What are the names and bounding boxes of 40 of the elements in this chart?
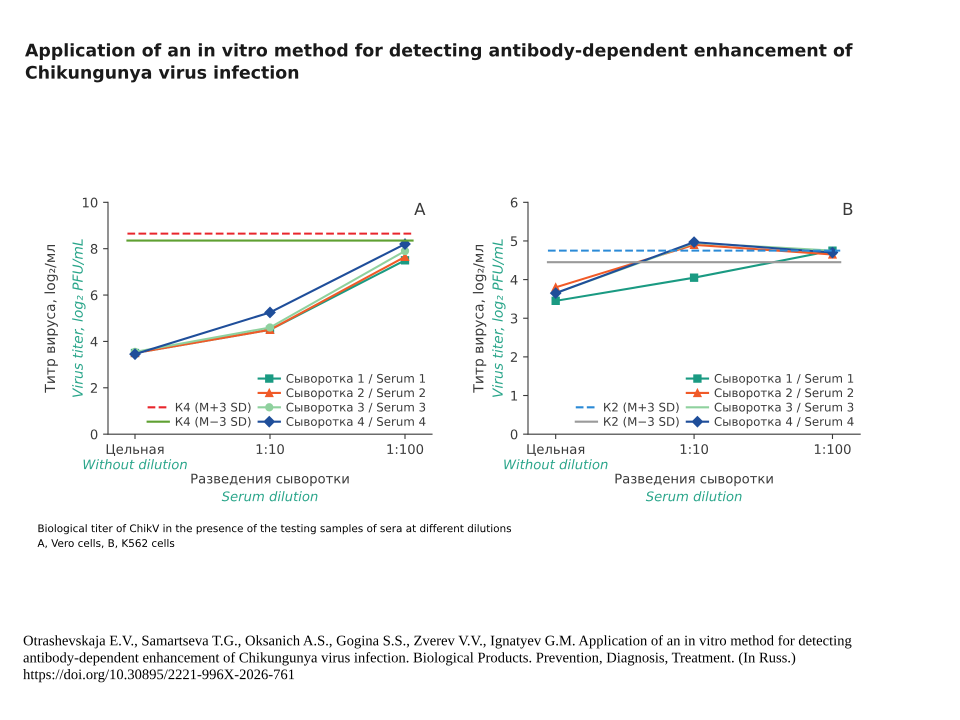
y-tick-label: 6 [90, 290, 98, 300]
y-tick-label: 2 [510, 352, 517, 362]
y-tick-label: 6 [510, 198, 518, 208]
text: Biological titer of ChikV in the presence of the testing samples of sera at different dilutions A, Vero cells, B, K562 cells [38, 524, 512, 548]
y-tick-label: 3 [510, 313, 518, 324]
category-label: Цельная Without dilution [84, 444, 187, 470]
x-tick-label: 1:100 [387, 444, 424, 454]
legend-label: Сыворотка 4 / Serum 4 [714, 417, 854, 428]
y-tick-label: 2 [90, 383, 97, 393]
legend-label: Сыворотка 3 / Serum 3 [714, 402, 854, 414]
y-tick-label: 0 [90, 429, 98, 440]
y-tick-label: 5 [510, 236, 518, 246]
chart-title: Application of an in vitro method for detecting antibody-dependent enhancement of Chikungunya virus infection [25, 43, 853, 82]
legend-label: К2 (M−3 SD) [604, 416, 679, 428]
legend-label: Сыворотка 2 / Serum 2 [714, 388, 854, 400]
legend-label: К4 (M−3 SD) [176, 416, 251, 428]
text: Титр вируса, log₂/мл Virus titer, log₂ PFU/mL [472, 239, 506, 398]
x-tick-label: 1:10 [256, 444, 284, 454]
y-tick-label: 4 [90, 336, 98, 346]
legend-label: Сыворотка 2 / Serum 2 [286, 388, 425, 400]
x-tick-label: 1:10 [680, 444, 708, 454]
text: A [414, 202, 426, 215]
y-tick-label: 0 [510, 429, 518, 440]
legend-label: Сыворотка 1 / Serum 1 [286, 374, 426, 386]
y-tick-label: 10 [82, 198, 98, 208]
legend-label: Сыворотка 4 / Serum 4 [286, 417, 426, 428]
text: Разведения сыворотки Serum dilution [616, 474, 773, 502]
legend-label: Сыворотка 1 / Serum 1 [714, 374, 854, 386]
legend-label: К4 (M+3 SD) [176, 402, 251, 413]
y-tick-label: 1 [511, 390, 518, 401]
category-label: Цельная Without dilution [504, 444, 608, 470]
x-tick-label: 1:100 [814, 444, 851, 454]
text: Разведения сыворотки Serum dilution [191, 474, 349, 502]
text: Otrashevskaja E.V., Samartseva T.G., Oksanich A.S., Gogina S.S., Zverev V.V., Ignatyev G.M. Application of an in vitro method for detecting antibody-dependent enhancement of Chikungunya virus infection. Biological Products. Prevention, Diagnosis, Treatment. (In Russ.) https://doi.org/10.30895/2221-996X-2026-761 [23, 635, 852, 682]
y-tick-label: 4 [510, 274, 518, 285]
legend-label: Сыворотка 3 / Serum 3 [286, 402, 426, 414]
text: Титр вируса, log₂/мл Virus titer, log₂ PFU/mL [44, 239, 86, 398]
y-tick-label: 8 [90, 244, 98, 254]
legend-label: К2 (M+3 SD) [604, 402, 679, 413]
text: B [844, 202, 852, 215]
